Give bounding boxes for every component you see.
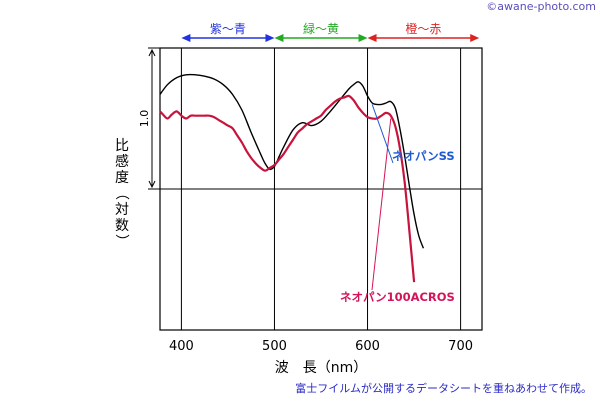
band-arrow-head-right bbox=[358, 34, 368, 42]
x-tick-label: 600 bbox=[355, 339, 380, 354]
y-axis-label-char: 比 bbox=[115, 138, 129, 154]
band-arrow-head-left bbox=[274, 34, 284, 42]
y-unit-label: 1.0 bbox=[138, 110, 151, 128]
y-axis-label-char: 度 bbox=[115, 170, 129, 186]
y-axis-label-char: 数 bbox=[115, 218, 129, 234]
y-axis-label-char: ） bbox=[113, 234, 129, 248]
x-tick-label: 700 bbox=[448, 339, 473, 354]
series-leader-line bbox=[371, 118, 392, 291]
band-arrow-head-left bbox=[181, 34, 191, 42]
band-label: 橙〜赤 bbox=[405, 21, 441, 36]
x-axis-label: 波 長（nm） bbox=[275, 360, 368, 376]
band-label: 緑〜黄 bbox=[303, 21, 339, 36]
unit-bracket-arrow-bottom bbox=[148, 180, 156, 189]
band-label: 紫〜青 bbox=[210, 22, 246, 36]
band-arrow-head-right bbox=[470, 34, 480, 42]
band-arrow-head-left bbox=[367, 34, 377, 42]
unit-bracket-arrow-top bbox=[148, 48, 156, 57]
watermark: ©awane-photo.com bbox=[486, 0, 596, 13]
series-line bbox=[159, 73, 425, 249]
series-leader-line bbox=[371, 104, 394, 164]
series-label: ネオパン100ACROS bbox=[340, 290, 455, 304]
x-tick-label: 400 bbox=[169, 339, 194, 354]
y-axis-label-char: 対 bbox=[115, 202, 129, 218]
y-axis-label-char: 感 bbox=[115, 153, 129, 170]
source-note: 富士フイルムが公開するデータシートを重ねあわせて作成。 bbox=[295, 382, 592, 395]
y-axis-label-char: （ bbox=[113, 186, 129, 200]
x-tick-label: 500 bbox=[262, 339, 287, 354]
band-arrow-head-right bbox=[265, 34, 275, 42]
series-line bbox=[159, 94, 416, 283]
series-label: ネオパンSS bbox=[392, 149, 455, 163]
